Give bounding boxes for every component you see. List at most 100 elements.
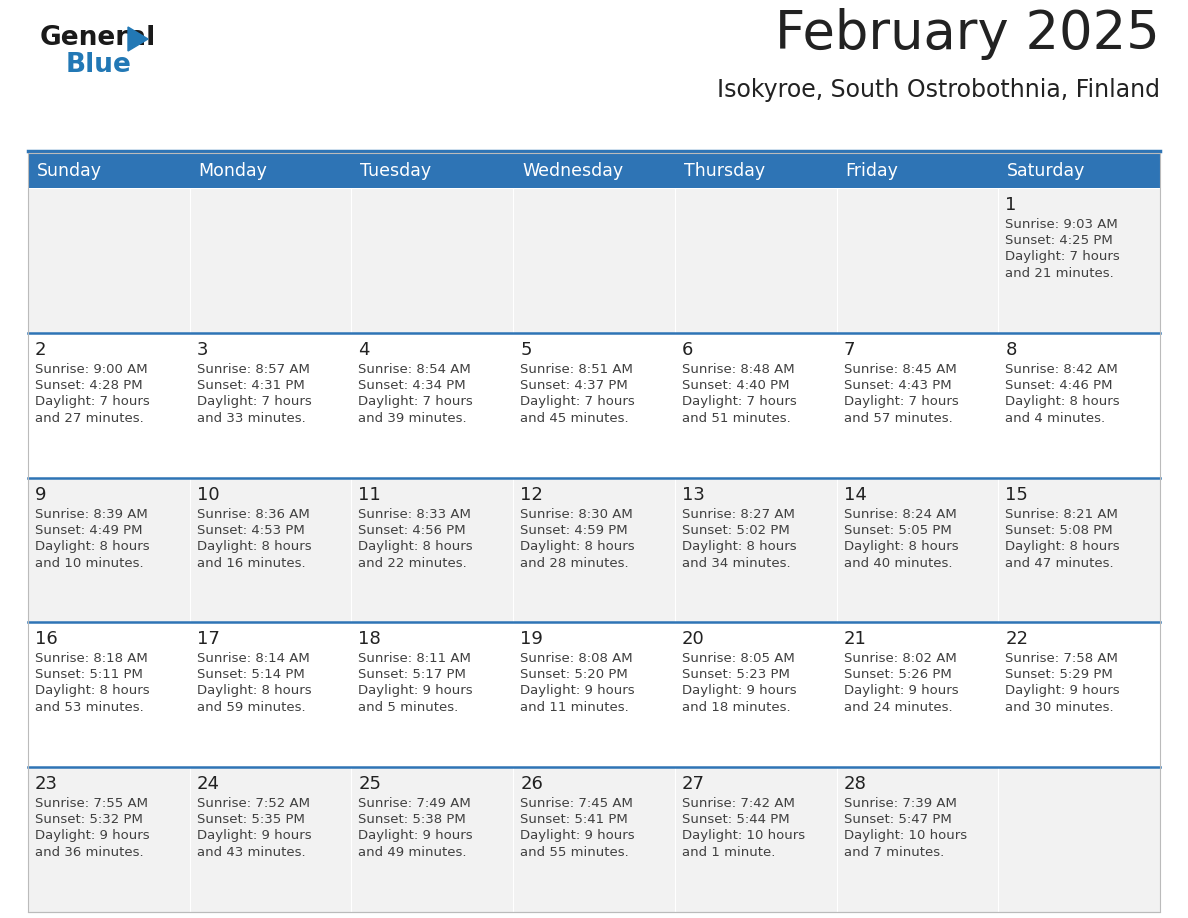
Bar xyxy=(513,333,675,477)
Text: Sunset: 5:14 PM: Sunset: 5:14 PM xyxy=(197,668,304,681)
Text: General: General xyxy=(40,25,157,51)
Text: Sunset: 5:38 PM: Sunset: 5:38 PM xyxy=(359,813,466,826)
Text: Sunrise: 7:55 AM: Sunrise: 7:55 AM xyxy=(34,797,148,811)
Text: Daylight: 8 hours
and 28 minutes.: Daylight: 8 hours and 28 minutes. xyxy=(520,540,634,569)
Text: Sunrise: 8:14 AM: Sunrise: 8:14 AM xyxy=(197,653,309,666)
Text: Sunset: 5:17 PM: Sunset: 5:17 PM xyxy=(359,668,467,681)
Text: 10: 10 xyxy=(197,486,220,504)
Text: Daylight: 8 hours
and 40 minutes.: Daylight: 8 hours and 40 minutes. xyxy=(843,540,959,569)
Bar xyxy=(29,622,190,767)
Text: Sunrise: 8:48 AM: Sunrise: 8:48 AM xyxy=(682,363,795,375)
Bar xyxy=(675,767,836,912)
Bar xyxy=(675,622,836,767)
Text: Sunset: 4:49 PM: Sunset: 4:49 PM xyxy=(34,523,143,537)
Text: Sunday: Sunday xyxy=(37,162,102,180)
Bar xyxy=(513,153,675,188)
Bar xyxy=(675,188,836,333)
Bar xyxy=(675,477,836,622)
Text: Daylight: 10 hours
and 1 minute.: Daylight: 10 hours and 1 minute. xyxy=(682,829,805,859)
Text: Sunrise: 7:39 AM: Sunrise: 7:39 AM xyxy=(843,797,956,811)
Polygon shape xyxy=(128,27,148,51)
Bar xyxy=(352,622,513,767)
Bar xyxy=(29,477,190,622)
Bar xyxy=(836,333,998,477)
Text: 7: 7 xyxy=(843,341,855,359)
Bar xyxy=(352,188,513,333)
Bar xyxy=(513,477,675,622)
Text: Sunset: 4:40 PM: Sunset: 4:40 PM xyxy=(682,379,789,392)
Text: Sunset: 4:37 PM: Sunset: 4:37 PM xyxy=(520,379,628,392)
Text: Daylight: 9 hours
and 30 minutes.: Daylight: 9 hours and 30 minutes. xyxy=(1005,685,1120,714)
Bar xyxy=(190,188,352,333)
Bar xyxy=(836,622,998,767)
Text: Sunset: 5:20 PM: Sunset: 5:20 PM xyxy=(520,668,628,681)
Text: Sunrise: 8:05 AM: Sunrise: 8:05 AM xyxy=(682,653,795,666)
Bar xyxy=(513,188,675,333)
Bar xyxy=(998,767,1159,912)
Text: 2: 2 xyxy=(34,341,46,359)
Bar xyxy=(29,153,190,188)
Text: Sunrise: 9:03 AM: Sunrise: 9:03 AM xyxy=(1005,218,1118,231)
Bar xyxy=(190,477,352,622)
Text: Daylight: 9 hours
and 55 minutes.: Daylight: 9 hours and 55 minutes. xyxy=(520,829,634,859)
Text: Daylight: 10 hours
and 7 minutes.: Daylight: 10 hours and 7 minutes. xyxy=(843,829,967,859)
Bar xyxy=(675,153,836,188)
Text: 12: 12 xyxy=(520,486,543,504)
Text: February 2025: February 2025 xyxy=(776,8,1159,60)
Bar xyxy=(190,622,352,767)
Text: 17: 17 xyxy=(197,631,220,648)
Text: 4: 4 xyxy=(359,341,369,359)
Text: 24: 24 xyxy=(197,775,220,793)
Text: Sunrise: 8:39 AM: Sunrise: 8:39 AM xyxy=(34,508,147,521)
Text: Sunset: 4:25 PM: Sunset: 4:25 PM xyxy=(1005,234,1113,247)
Text: Sunset: 4:46 PM: Sunset: 4:46 PM xyxy=(1005,379,1113,392)
Text: Sunrise: 7:58 AM: Sunrise: 7:58 AM xyxy=(1005,653,1118,666)
Text: Sunrise: 8:45 AM: Sunrise: 8:45 AM xyxy=(843,363,956,375)
Bar xyxy=(513,622,675,767)
Text: Sunrise: 8:21 AM: Sunrise: 8:21 AM xyxy=(1005,508,1118,521)
Text: Sunset: 4:59 PM: Sunset: 4:59 PM xyxy=(520,523,627,537)
Text: Sunset: 5:08 PM: Sunset: 5:08 PM xyxy=(1005,523,1113,537)
Bar xyxy=(190,153,352,188)
Text: Daylight: 9 hours
and 49 minutes.: Daylight: 9 hours and 49 minutes. xyxy=(359,829,473,859)
Text: Sunset: 4:53 PM: Sunset: 4:53 PM xyxy=(197,523,304,537)
Text: Sunrise: 7:45 AM: Sunrise: 7:45 AM xyxy=(520,797,633,811)
Text: 6: 6 xyxy=(682,341,694,359)
Text: Wednesday: Wednesday xyxy=(523,162,624,180)
Text: Isokyroe, South Ostrobothnia, Finland: Isokyroe, South Ostrobothnia, Finland xyxy=(718,78,1159,102)
Text: Daylight: 8 hours
and 4 minutes.: Daylight: 8 hours and 4 minutes. xyxy=(1005,395,1120,425)
Text: 19: 19 xyxy=(520,631,543,648)
Text: Sunrise: 8:42 AM: Sunrise: 8:42 AM xyxy=(1005,363,1118,375)
Text: 14: 14 xyxy=(843,486,866,504)
Text: 8: 8 xyxy=(1005,341,1017,359)
Text: Daylight: 8 hours
and 16 minutes.: Daylight: 8 hours and 16 minutes. xyxy=(197,540,311,569)
Text: Sunset: 4:34 PM: Sunset: 4:34 PM xyxy=(359,379,466,392)
Text: Daylight: 9 hours
and 36 minutes.: Daylight: 9 hours and 36 minutes. xyxy=(34,829,150,859)
Text: Sunset: 5:32 PM: Sunset: 5:32 PM xyxy=(34,813,143,826)
Bar xyxy=(998,477,1159,622)
Text: Sunset: 5:29 PM: Sunset: 5:29 PM xyxy=(1005,668,1113,681)
Text: Daylight: 9 hours
and 43 minutes.: Daylight: 9 hours and 43 minutes. xyxy=(197,829,311,859)
Text: Blue: Blue xyxy=(67,52,132,78)
Text: 13: 13 xyxy=(682,486,704,504)
Text: Sunrise: 8:30 AM: Sunrise: 8:30 AM xyxy=(520,508,633,521)
Text: 15: 15 xyxy=(1005,486,1028,504)
Bar xyxy=(352,477,513,622)
Text: Sunrise: 8:33 AM: Sunrise: 8:33 AM xyxy=(359,508,472,521)
Bar xyxy=(836,153,998,188)
Text: 23: 23 xyxy=(34,775,58,793)
Text: Daylight: 9 hours
and 24 minutes.: Daylight: 9 hours and 24 minutes. xyxy=(843,685,959,714)
Text: Sunrise: 7:42 AM: Sunrise: 7:42 AM xyxy=(682,797,795,811)
Text: Sunrise: 8:57 AM: Sunrise: 8:57 AM xyxy=(197,363,310,375)
Text: Daylight: 7 hours
and 39 minutes.: Daylight: 7 hours and 39 minutes. xyxy=(359,395,473,425)
Text: Sunrise: 9:00 AM: Sunrise: 9:00 AM xyxy=(34,363,147,375)
Text: Sunrise: 8:24 AM: Sunrise: 8:24 AM xyxy=(843,508,956,521)
Text: Daylight: 8 hours
and 59 minutes.: Daylight: 8 hours and 59 minutes. xyxy=(197,685,311,714)
Text: Sunset: 5:35 PM: Sunset: 5:35 PM xyxy=(197,813,304,826)
Text: Daylight: 8 hours
and 53 minutes.: Daylight: 8 hours and 53 minutes. xyxy=(34,685,150,714)
Text: Daylight: 9 hours
and 5 minutes.: Daylight: 9 hours and 5 minutes. xyxy=(359,685,473,714)
Text: Saturday: Saturday xyxy=(1007,162,1086,180)
Text: 22: 22 xyxy=(1005,631,1029,648)
Text: 26: 26 xyxy=(520,775,543,793)
Text: 20: 20 xyxy=(682,631,704,648)
